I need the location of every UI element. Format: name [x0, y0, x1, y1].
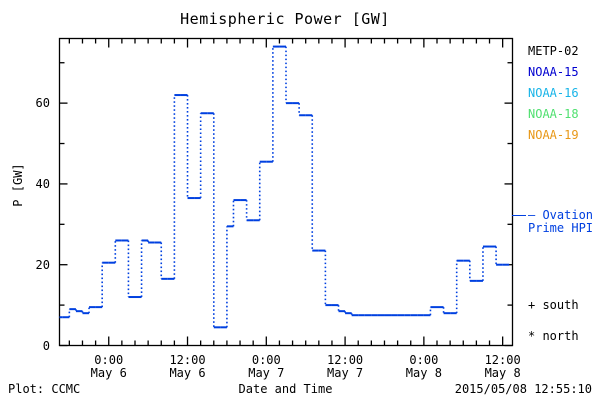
legend-ovation-line2: Prime HPI — [528, 221, 594, 235]
x-tick-label: 12:00 May 8 — [458, 352, 548, 380]
x-tick-label: 0:00 May 8 — [379, 352, 469, 380]
y-tick-label: 40 — [35, 176, 50, 191]
legend-item-north-marker: * north — [528, 329, 579, 343]
x-tick-label: 0:00 May 7 — [221, 352, 311, 380]
x-tick-time: 0:00 — [409, 352, 439, 367]
y-tick-label: 20 — [35, 257, 50, 272]
legend-item-noaa-19: NOAA-19 — [528, 128, 579, 142]
plot-timestamp: 2015/05/08 12:55:10 — [454, 382, 592, 396]
x-tick-time: 12:00 — [327, 352, 364, 367]
x-tick-time: 0:00 — [94, 352, 124, 367]
x-tick-label: 12:00 May 6 — [143, 352, 233, 380]
x-tick-date: May 6 — [169, 365, 206, 380]
x-axis-label: Date and Time — [238, 382, 333, 396]
x-tick-label: 0:00 May 6 — [64, 352, 154, 380]
x-tick-time: 12:00 — [169, 352, 206, 367]
legend-item-metp-02: METP-02 — [528, 44, 579, 58]
x-tick-date: May 6 — [90, 365, 127, 380]
x-tick-label: 12:00 May 7 — [300, 352, 390, 380]
legend-item-noaa-15: NOAA-15 — [528, 65, 579, 79]
x-tick-time: 12:00 — [484, 352, 521, 367]
x-tick-time: 0:00 — [251, 352, 281, 367]
data-series-ovation-prime-hpi — [59, 45, 510, 329]
y-tick-label: 0 — [42, 338, 50, 353]
page-title: Hemispheric Power [GW] — [180, 10, 390, 28]
x-tick-date: May 7 — [327, 365, 364, 380]
legend-item-noaa-16: NOAA-16 — [528, 86, 579, 100]
legend-ovation-line1: — Ovation — [528, 208, 594, 222]
plot-credit: Plot: CCMC — [8, 382, 81, 396]
plot-frame — [58, 37, 514, 347]
x-tick-date: May 8 — [405, 365, 442, 380]
axis-ticks — [59, 38, 513, 347]
y-tick-label: 60 — [35, 96, 50, 111]
legend-item-south-marker: + south — [528, 298, 579, 312]
legend-item-noaa-18: NOAA-18 — [528, 107, 579, 121]
legend-item-ovation-prime-hpi: — Ovation Prime HPI — [528, 209, 593, 235]
x-tick-date: May 8 — [484, 365, 521, 380]
ovation-line-sample — [512, 215, 526, 216]
x-tick-date: May 7 — [248, 365, 285, 380]
